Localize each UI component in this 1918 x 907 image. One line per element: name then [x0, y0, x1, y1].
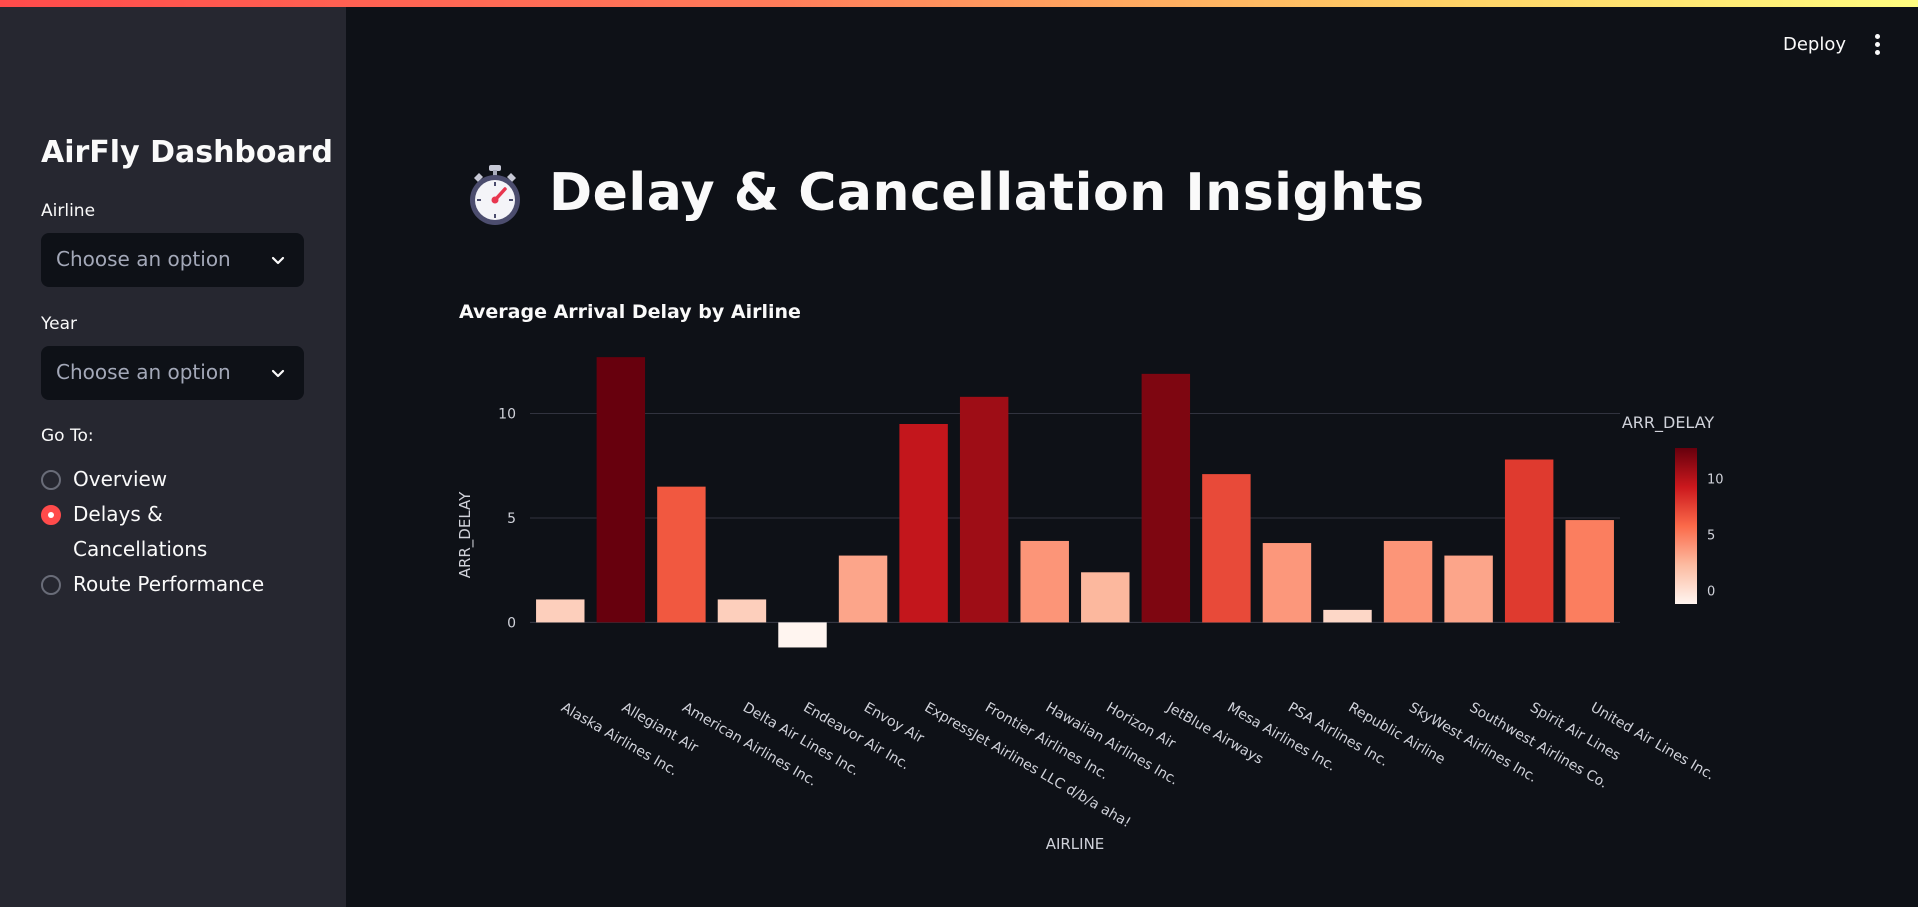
- bar[interactable]: [657, 486, 706, 623]
- radio-button-icon[interactable]: [41, 575, 61, 595]
- bar[interactable]: [1444, 555, 1493, 623]
- kebab-menu-icon[interactable]: [1868, 34, 1886, 56]
- colorbar-tick-label: 5: [1707, 528, 1715, 543]
- deploy-button[interactable]: Deploy: [1783, 34, 1847, 55]
- bar[interactable]: [1504, 459, 1554, 623]
- x-axis-label: AIRLINE: [1046, 835, 1105, 853]
- bar[interactable]: [1020, 540, 1069, 623]
- bar[interactable]: [1081, 572, 1130, 623]
- nav-radio-overview[interactable]: Overview: [41, 465, 167, 497]
- y-tick-label: 0: [507, 615, 516, 631]
- bar[interactable]: [1565, 520, 1614, 623]
- colorbar-title: ARR_DELAY: [1622, 413, 1715, 433]
- colorbar-legend: ARR_DELAY 0 5 10: [1622, 413, 1724, 604]
- bar[interactable]: [778, 622, 827, 648]
- bar[interactable]: [1202, 474, 1251, 623]
- radio-button-checked-icon[interactable]: [41, 505, 61, 525]
- page-title: Delay & Cancellation Insights: [549, 163, 1425, 223]
- colorbar-gradient: [1675, 448, 1697, 604]
- nav-radio-label: Delays & Cancellations: [73, 502, 208, 561]
- y-axis-label: ARR_DELAY: [456, 491, 475, 578]
- nav-radio-route-performance[interactable]: Route Performance: [41, 570, 264, 602]
- x-tick-label: Mesa Airlines Inc.: [1224, 700, 1338, 775]
- colorbar-tick-label: 10: [1707, 472, 1724, 487]
- y-tick-label: 5: [507, 511, 516, 527]
- radio-button-icon[interactable]: [41, 470, 61, 490]
- airline-select-placeholder: Choose an option: [56, 247, 231, 271]
- bar[interactable]: [596, 357, 646, 623]
- top-accent-bar: [0, 0, 1918, 7]
- nav-radio-delays-cancellations[interactable]: Delays & Cancellations: [41, 500, 223, 567]
- stopwatch-icon: [470, 165, 520, 225]
- chart-title: Average Arrival Delay by Airline: [459, 301, 801, 323]
- sidebar: AirFly Dashboard Airline Choose an optio…: [0, 7, 346, 907]
- bar[interactable]: [1262, 543, 1312, 623]
- goto-label: Go To:: [41, 426, 94, 446]
- sidebar-title: AirFly Dashboard: [41, 135, 334, 170]
- year-select[interactable]: Choose an option: [41, 346, 304, 400]
- year-label: Year: [41, 314, 77, 334]
- year-select-placeholder: Choose an option: [56, 360, 231, 384]
- bar[interactable]: [1141, 373, 1191, 623]
- airline-select[interactable]: Choose an option: [41, 233, 304, 287]
- nav-radio-label: Route Performance: [73, 572, 265, 596]
- chevron-down-icon: [271, 369, 285, 378]
- bar[interactable]: [899, 423, 948, 623]
- nav-radio-label: Overview: [73, 467, 168, 491]
- bar[interactable]: [536, 599, 585, 623]
- bar[interactable]: [1383, 540, 1433, 623]
- bar[interactable]: [1323, 609, 1372, 623]
- colorbar-tick-label: 0: [1707, 585, 1715, 600]
- bar[interactable]: [959, 396, 1009, 623]
- y-tick-label: 10: [498, 407, 516, 423]
- chevron-down-icon: [271, 256, 285, 265]
- bar[interactable]: [717, 599, 767, 623]
- airline-label: Airline: [41, 201, 96, 221]
- bar[interactable]: [838, 555, 888, 623]
